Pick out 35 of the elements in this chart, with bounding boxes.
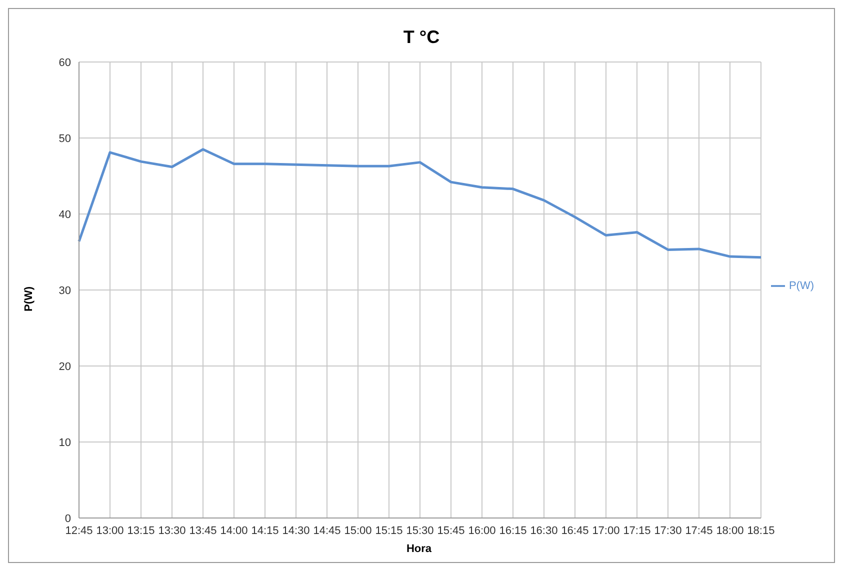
x-tick-label: 15:15 xyxy=(375,524,403,537)
y-tick-label: 20 xyxy=(58,360,71,373)
x-tick-label: 14:00 xyxy=(220,524,248,537)
x-tick-label: 17:45 xyxy=(685,524,713,537)
y-tick-label: 50 xyxy=(58,132,71,145)
x-tick-label: 17:00 xyxy=(592,524,620,537)
x-tick-label: 13:15 xyxy=(127,524,155,537)
chart-title: T °C xyxy=(402,27,441,48)
x-tick-label: 16:45 xyxy=(561,524,589,537)
x-tick-label: 15:00 xyxy=(344,524,372,537)
legend-label: P(W) xyxy=(788,279,814,292)
x-tick-label: 16:00 xyxy=(468,524,496,537)
x-tick-label: 13:45 xyxy=(189,524,217,537)
y-tick-label: 10 xyxy=(58,436,71,449)
x-tick-label: 13:00 xyxy=(96,524,124,537)
x-tick-label: 12:45 xyxy=(65,524,93,537)
x-tick-label: 18:00 xyxy=(716,524,744,537)
x-tick-label: 16:30 xyxy=(530,524,558,537)
x-tick-label: 14:45 xyxy=(313,524,341,537)
x-tick-label: 14:15 xyxy=(251,524,279,537)
y-tick-label: 30 xyxy=(58,284,71,297)
x-tick-label: 13:30 xyxy=(158,524,186,537)
x-tick-label: 17:30 xyxy=(654,524,682,537)
y-tick-label: 0 xyxy=(64,512,71,525)
x-tick-label: 15:30 xyxy=(406,524,434,537)
x-tick-label: 17:15 xyxy=(623,524,651,537)
x-tick-label: 15:45 xyxy=(437,524,465,537)
y-tick-label: 40 xyxy=(58,208,71,221)
line-series xyxy=(78,148,762,259)
x-tick-label: 18:15 xyxy=(747,524,775,537)
x-tick-label: 14:30 xyxy=(282,524,310,537)
x-tick-label: 16:15 xyxy=(499,524,527,537)
x-axis-title: Hora xyxy=(405,543,433,555)
y-axis-title: P(W) xyxy=(23,286,35,312)
y-tick-label: 60 xyxy=(58,56,71,69)
